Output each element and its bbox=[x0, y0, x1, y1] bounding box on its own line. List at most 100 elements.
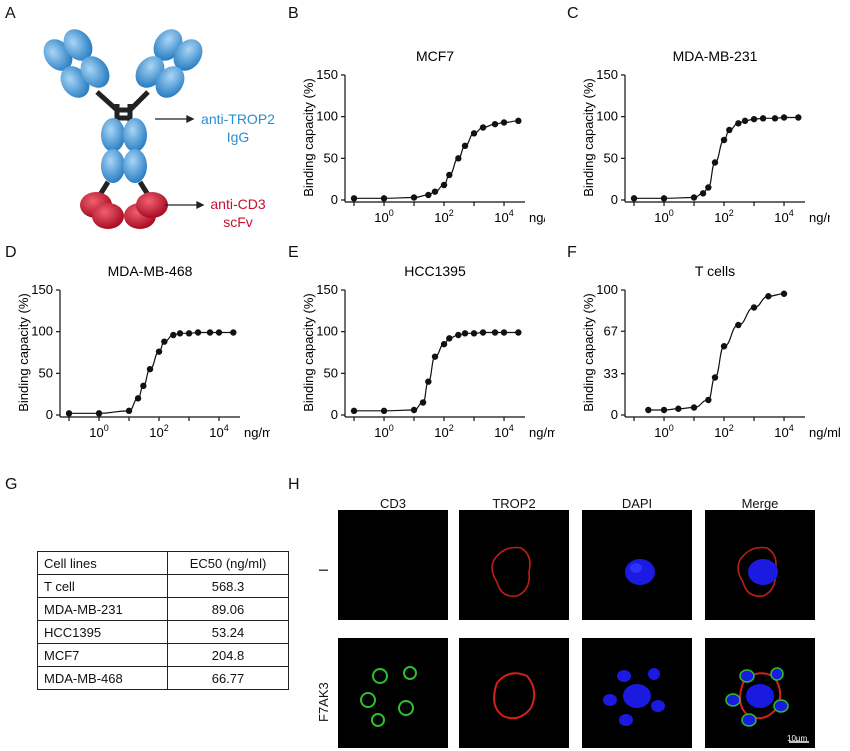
y-tick-label: 33 bbox=[604, 366, 618, 381]
y-tick-label: 100 bbox=[316, 324, 338, 339]
cell-line-name: HCC1395 bbox=[37, 620, 168, 644]
data-point bbox=[759, 115, 767, 122]
data-point bbox=[780, 114, 788, 121]
data-point bbox=[440, 340, 448, 348]
scfv-domain bbox=[92, 203, 124, 229]
data-point bbox=[350, 407, 358, 415]
data-point bbox=[500, 119, 508, 126]
y-axis-label: Binding capacity (%) bbox=[301, 293, 316, 412]
data-point bbox=[675, 405, 682, 412]
fc-domain bbox=[123, 118, 147, 152]
antibody-diagram bbox=[43, 29, 205, 229]
y-axis-label: Binding capacity (%) bbox=[581, 293, 596, 412]
ec50-value: 89.06 bbox=[167, 597, 289, 621]
table-row: T cell 568.3 bbox=[37, 574, 289, 598]
chart-hcc1395: HCC1395 Binding capacity (%) 0 50 100 150 100 1… bbox=[301, 263, 555, 440]
data-point bbox=[630, 195, 638, 202]
data-point bbox=[750, 304, 758, 311]
column-header-cd3: CD3 bbox=[379, 496, 406, 511]
data-point bbox=[690, 404, 698, 411]
y-tick-label: 150 bbox=[596, 67, 618, 82]
data-point bbox=[771, 115, 779, 122]
y-tick-label: 0 bbox=[611, 192, 618, 207]
panel-letter-f: F bbox=[567, 244, 577, 261]
micrograph-f7ak3-dapi bbox=[582, 638, 692, 748]
y-tick-label: 0 bbox=[611, 407, 618, 422]
fit-curve bbox=[634, 116, 799, 199]
x-tick-label: 102 bbox=[434, 208, 453, 225]
ec50-value: 66.77 bbox=[167, 666, 289, 690]
row-label-i: I bbox=[316, 568, 331, 572]
data-point bbox=[515, 329, 522, 336]
data-point bbox=[440, 181, 448, 189]
fab-domain bbox=[173, 39, 203, 71]
y-tick-label: 50 bbox=[324, 150, 338, 165]
data-point bbox=[410, 194, 418, 201]
y-tick-label: 100 bbox=[596, 282, 618, 297]
data-point bbox=[750, 115, 758, 123]
y-tick-label: 150 bbox=[31, 282, 53, 297]
fc-domain bbox=[101, 149, 125, 183]
y-tick-label: 50 bbox=[324, 365, 338, 380]
data-point bbox=[461, 142, 469, 150]
x-tick-label: 104 bbox=[494, 208, 513, 225]
y-tick-label: 0 bbox=[331, 407, 338, 422]
data-point bbox=[795, 114, 802, 121]
table-row: MCF7 204.8 bbox=[37, 643, 289, 667]
y-tick-label: 50 bbox=[604, 150, 618, 165]
data-point bbox=[735, 120, 742, 127]
chart-title: MDA-MB-468 bbox=[108, 263, 193, 279]
data-point bbox=[170, 331, 177, 339]
x-tick-label: 102 bbox=[714, 208, 733, 225]
cell-line-name: MDA-MB-468 bbox=[37, 666, 168, 690]
data-point bbox=[479, 329, 487, 336]
igg-label-line2: IgG bbox=[226, 129, 250, 145]
data-point bbox=[425, 191, 432, 199]
fit-curve bbox=[648, 293, 785, 411]
x-unit-label: ng/ml bbox=[809, 210, 830, 225]
x-tick-label: 102 bbox=[434, 423, 453, 440]
table-row: HCC1395 53.24 bbox=[37, 620, 289, 644]
x-tick-label: 100 bbox=[654, 423, 673, 440]
data-point bbox=[765, 293, 772, 300]
data-point bbox=[645, 406, 652, 414]
data-point bbox=[380, 407, 388, 415]
data-point bbox=[461, 330, 469, 337]
data-point bbox=[446, 335, 453, 342]
column-header-dapi: DAPI bbox=[621, 496, 653, 511]
micrograph-f7ak3-merge: 10μm bbox=[705, 638, 815, 748]
data-point bbox=[230, 329, 237, 336]
x-tick-label: 104 bbox=[774, 208, 793, 225]
data-point bbox=[470, 330, 478, 337]
data-point bbox=[479, 124, 487, 131]
data-point bbox=[735, 321, 742, 329]
scfv-domain bbox=[136, 192, 168, 218]
panel-letter-e: E bbox=[288, 244, 299, 261]
data-point bbox=[720, 343, 728, 350]
data-point bbox=[500, 329, 508, 336]
fab-domain bbox=[63, 29, 93, 61]
data-point bbox=[215, 329, 223, 336]
x-tick-label: 100 bbox=[89, 423, 108, 440]
data-point bbox=[470, 130, 478, 137]
y-tick-label: 100 bbox=[316, 109, 338, 124]
x-unit-label: ng/ml bbox=[529, 425, 555, 440]
y-tick-label: 50 bbox=[39, 365, 53, 380]
x-tick-label: 104 bbox=[209, 423, 228, 440]
data-point bbox=[146, 365, 154, 373]
ec50-value: EC50 (ng/ml) bbox=[167, 551, 289, 575]
panel-letter-a: A bbox=[5, 5, 16, 22]
data-point bbox=[690, 194, 698, 201]
data-point bbox=[711, 374, 719, 381]
x-tick-label: 104 bbox=[774, 423, 793, 440]
column-header-merge: Merge bbox=[741, 496, 779, 511]
data-point bbox=[419, 399, 427, 406]
x-unit-label: ng/ml bbox=[809, 425, 841, 440]
y-tick-label: 150 bbox=[316, 67, 338, 82]
x-unit-label: ng/ml bbox=[244, 425, 270, 440]
micrograph-i-cd3 bbox=[338, 510, 448, 620]
data-point bbox=[455, 155, 462, 162]
data-point bbox=[65, 410, 73, 417]
chart-title: T cells bbox=[695, 263, 735, 279]
table-row: MDA-MB-231 89.06 bbox=[37, 597, 289, 621]
